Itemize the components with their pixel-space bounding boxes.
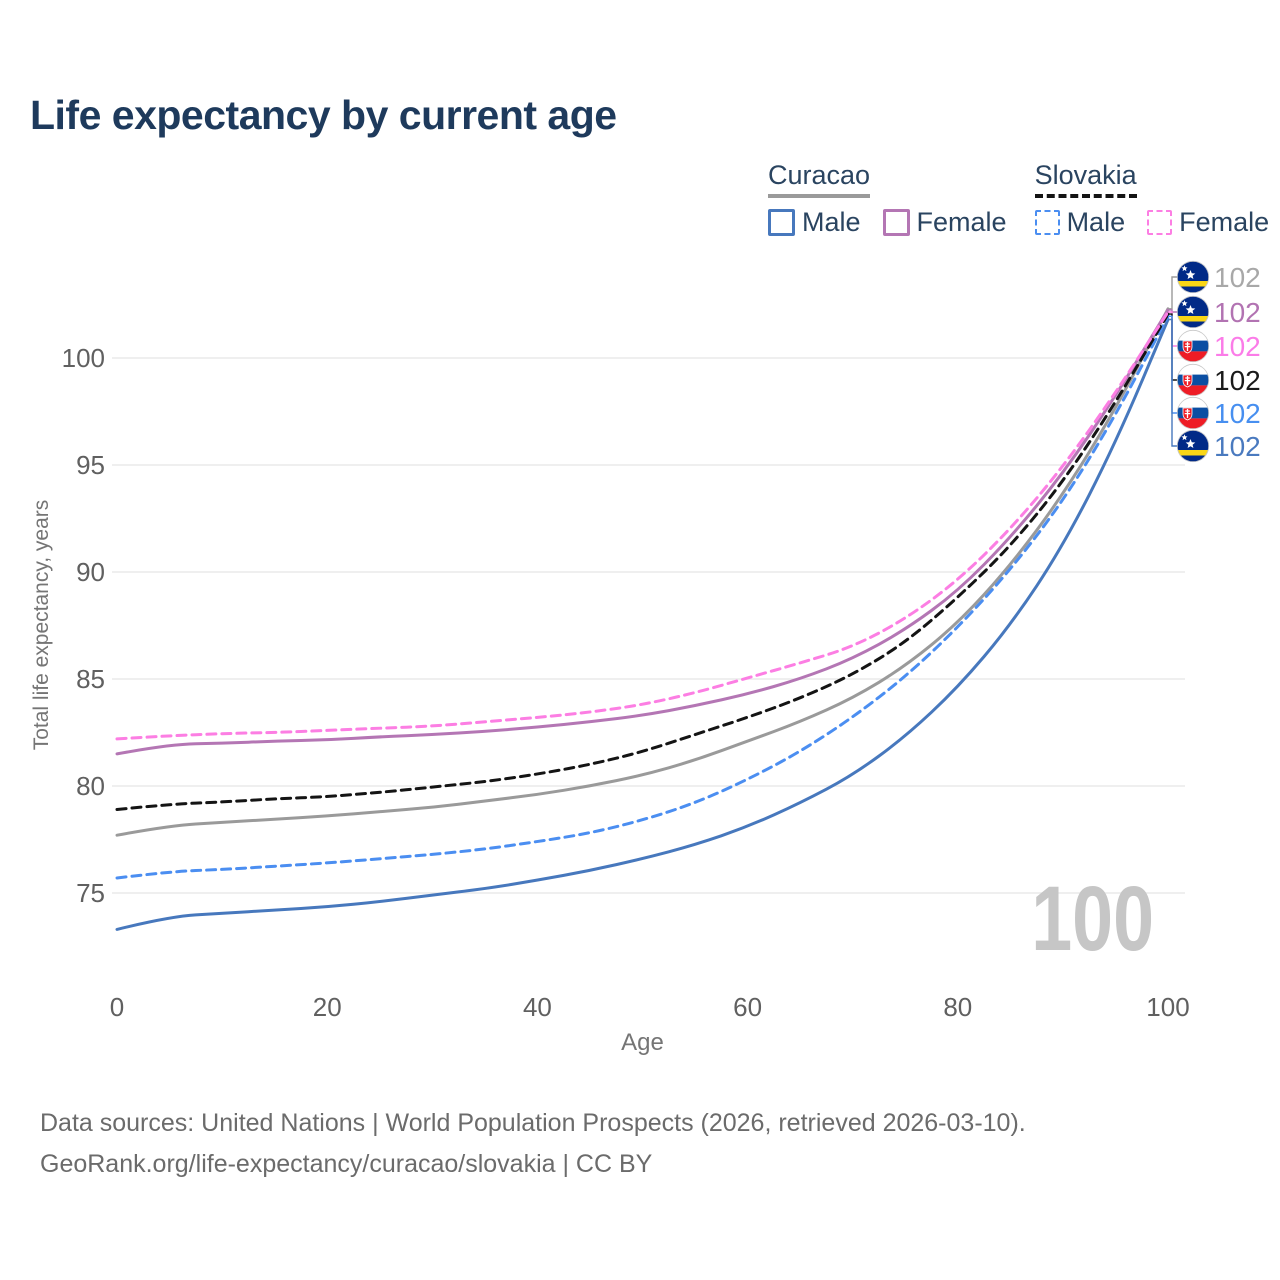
end-value-label-curacao-both-sexes: 102 (1214, 262, 1261, 293)
polygon (1185, 305, 1196, 314)
circle (1176, 295, 1210, 329)
end-value-label-curacao-male: 102 (1214, 431, 1261, 462)
legend-item-curacao-male[interactable]: Male (768, 207, 861, 238)
legend-item-slovakia-male[interactable]: Male (1034, 207, 1126, 238)
rect (1177, 296, 1209, 328)
rect (1177, 374, 1209, 386)
legend-group-slovakia: Slovakia Male Female (1034, 160, 1269, 238)
curacao-female-line-swatch-icon (882, 209, 910, 236)
rect (1177, 261, 1209, 293)
circle (1176, 260, 1210, 294)
slovakia-female-line-swatch-icon (1147, 210, 1173, 235)
polygon (1181, 265, 1188, 272)
polygon (1185, 270, 1196, 279)
series-line-slovakia-male (115, 314, 1170, 880)
slovakia-flag-icon (1176, 329, 1210, 363)
legend-group-curacao-items: Male Female (768, 207, 1007, 238)
legend-group-curacao: Curacao Male Female (768, 160, 1007, 238)
legend-item-curacao-female[interactable]: Female (882, 207, 1007, 238)
path (1184, 342, 1191, 351)
curacao-flag-icon (1176, 260, 1210, 294)
legend-item-label: Female (916, 207, 1007, 237)
footer-data-sources: Data sources: United Nations | World Pop… (40, 1109, 1026, 1137)
series-line-curacao-male (115, 318, 1170, 931)
circle (1176, 396, 1210, 430)
slovakia-flag-art (1177, 364, 1209, 396)
curacao-flag-icon (1176, 429, 1210, 463)
end-value-label-curacao-female: 102 (1214, 297, 1261, 328)
rect (1177, 281, 1209, 287)
rect (1177, 351, 1209, 362)
x-tick-label-0: 0 (110, 992, 124, 1022)
end-leader-curacao-female (1168, 309, 1177, 313)
series-line-slovakia-both-sexes (115, 312, 1170, 811)
y-tick-label-95: 95 (76, 450, 105, 480)
rect (1177, 430, 1209, 462)
legend-item-label: Male (802, 207, 861, 237)
legend-item-slovakia-female[interactable]: Female (1147, 207, 1269, 238)
x-tick-label-100: 100 (1146, 992, 1189, 1022)
polygon (1185, 439, 1196, 448)
curacao-male-line-swatch-icon (768, 209, 795, 236)
polygon (1181, 300, 1188, 307)
footer: Data sources: United Nations | World Pop… (40, 1103, 1026, 1185)
rect (1177, 407, 1209, 419)
legend-group-slovakia-header: Slovakia (1034, 160, 1137, 198)
slovakia-male-line-swatch-icon (1034, 210, 1060, 235)
legend-item-label: Male (1066, 207, 1126, 237)
end-value-label-slovakia-male: 102 (1214, 398, 1261, 429)
circle (1176, 329, 1210, 363)
x-tick-label-20: 20 (313, 992, 342, 1022)
legend-item-label: Female (1179, 207, 1270, 237)
y-tick-label-80: 80 (76, 771, 105, 801)
curacao-flag-art (1177, 261, 1209, 293)
end-value-label-slovakia-female: 102 (1214, 331, 1261, 362)
rect (1177, 385, 1209, 396)
path (1184, 409, 1191, 418)
rect (1177, 340, 1209, 352)
legend-group-curacao-header: Curacao (768, 160, 871, 198)
circle (1176, 429, 1210, 463)
rect (1177, 450, 1209, 456)
rect (1177, 316, 1209, 322)
series-line-curacao-both-sexes (115, 307, 1170, 837)
y-axis-title: Total life expectancy, years (30, 500, 53, 751)
x-axis-title: Age (621, 1029, 664, 1056)
legend: Curacao Male Female Slovakia Male (768, 160, 1269, 238)
curacao-flag-art (1177, 296, 1209, 328)
y-tick-label-100: 100 (62, 343, 105, 373)
page-title: Life expectancy by current age (30, 92, 617, 138)
current-age-watermark: 100 (1031, 868, 1154, 970)
slovakia-flag-art (1177, 330, 1209, 362)
y-tick-label-75: 75 (76, 878, 105, 908)
rect (1177, 397, 1209, 408)
curacao-flag-icon (1176, 295, 1210, 329)
x-tick-label-80: 80 (943, 992, 972, 1022)
path (1184, 376, 1191, 385)
rect (1177, 330, 1209, 341)
slovakia-flag-icon (1176, 363, 1210, 397)
legend-group-slovakia-items: Male Female (1034, 207, 1269, 238)
circle (1176, 363, 1210, 397)
end-value-label-slovakia-both-sexes: 102 (1214, 365, 1261, 396)
series-line-slovakia-female (115, 310, 1170, 741)
series-line-curacao-female (115, 308, 1170, 756)
polygon (1181, 434, 1188, 441)
slovakia-flag-art (1177, 397, 1209, 429)
rect (1177, 364, 1209, 375)
end-leader-curacao-both-sexes (1168, 276, 1177, 310)
slovakia-flag-icon (1176, 396, 1210, 430)
x-tick-label-40: 40 (523, 992, 552, 1022)
footer-attribution: GeoRank.org/life-expectancy/curacao/slov… (40, 1150, 653, 1178)
rect (1177, 418, 1209, 429)
y-tick-label-90: 90 (76, 557, 105, 587)
x-tick-label-60: 60 (733, 992, 762, 1022)
curacao-flag-art (1177, 430, 1209, 462)
end-leader-curacao-male (1168, 318, 1177, 447)
y-tick-label-85: 85 (76, 664, 105, 694)
